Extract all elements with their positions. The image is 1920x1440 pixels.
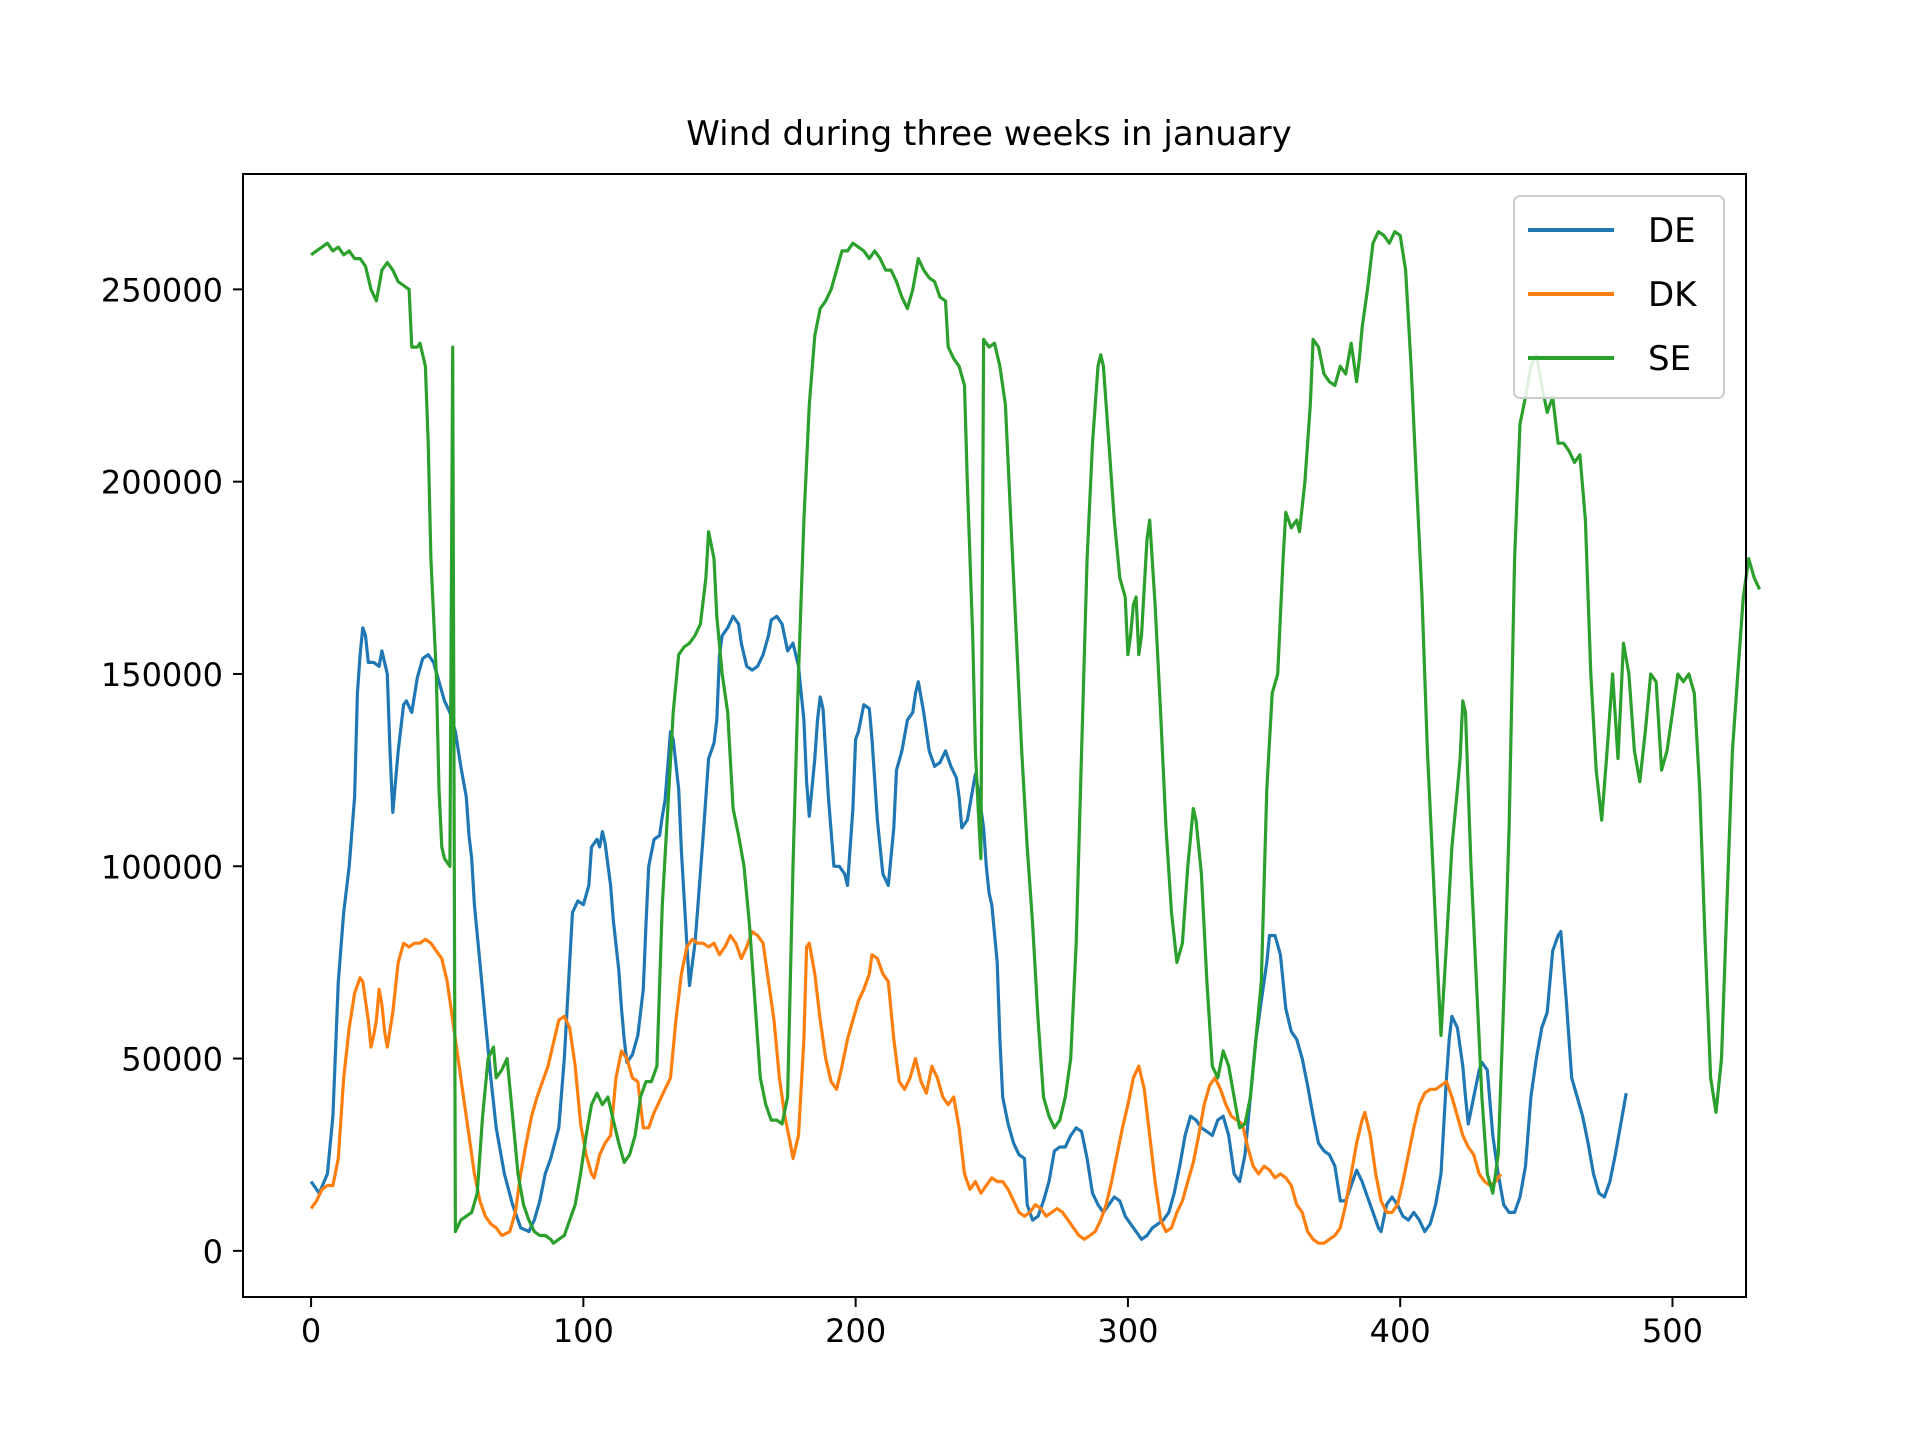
legend-label-dk: DK (1648, 275, 1698, 315)
y-axis: 0 50000 100000 150000 200000 250000 (101, 271, 243, 1271)
x-axis: 0 100 200 300 400 500 (301, 1297, 1703, 1350)
y-tick-label: 200000 (101, 464, 223, 502)
y-tick-label: 50000 (121, 1041, 223, 1079)
y-tick-label: 0 (203, 1233, 223, 1271)
series-line-se (310, 230, 1762, 1245)
series-line-dk (309, 930, 1503, 1245)
x-tick-label: 200 (825, 1312, 886, 1350)
x-tick-label: 100 (553, 1312, 614, 1350)
x-tick-label: 0 (301, 1312, 321, 1350)
x-tick-label: 500 (1642, 1312, 1703, 1350)
y-tick-label: 150000 (101, 656, 223, 694)
x-tick-label: 300 (1097, 1312, 1158, 1350)
legend: DE DK SE (1513, 195, 1725, 399)
y-tick-label: 250000 (101, 271, 223, 309)
legend-label-se: SE (1648, 339, 1691, 379)
series-line-de (309, 614, 1628, 1241)
plot-lines (309, 230, 1762, 1245)
y-tick-label: 100000 (101, 848, 223, 886)
x-tick-label: 400 (1370, 1312, 1431, 1350)
chart-title: Wind during three weeks in january (686, 114, 1291, 154)
legend-label-de: DE (1648, 211, 1696, 251)
legend-box (1513, 195, 1725, 399)
plot-frame (242, 173, 1747, 1298)
